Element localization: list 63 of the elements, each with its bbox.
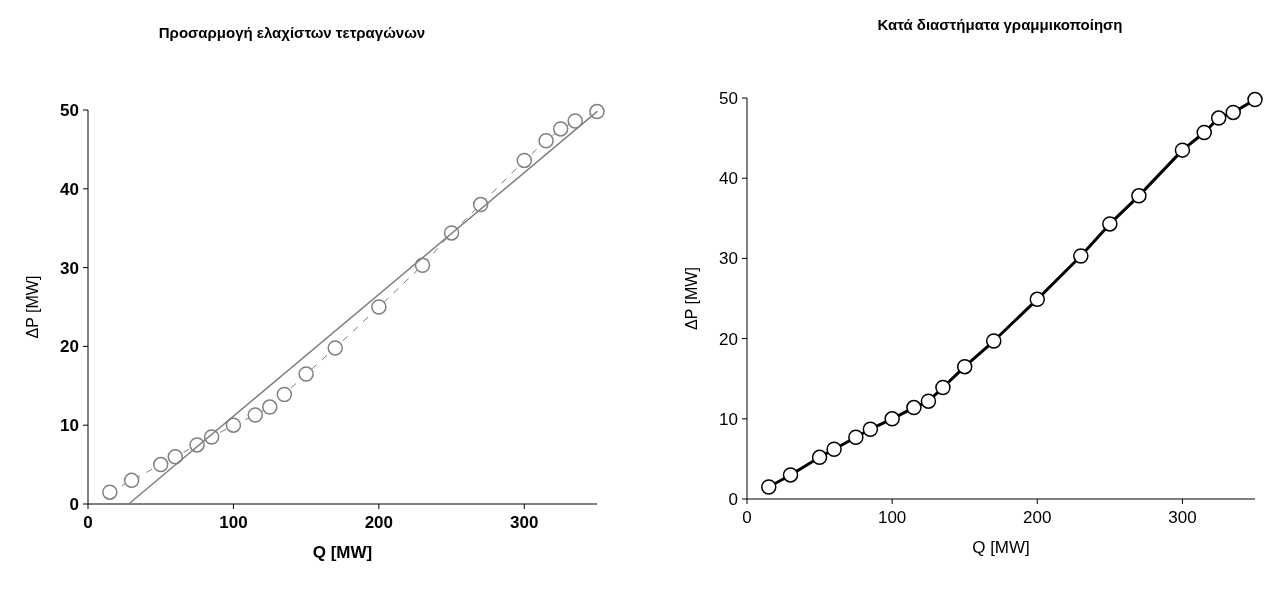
- x-tick-label: 200: [1023, 508, 1052, 527]
- point: [985, 333, 1002, 349]
- point: [761, 479, 777, 495]
- point: [538, 132, 554, 149]
- point: [1102, 216, 1118, 232]
- point: [1174, 142, 1191, 158]
- y-tick-label: 0: [728, 489, 738, 509]
- point: [1225, 104, 1241, 121]
- point: [956, 358, 973, 375]
- x-tick-label: 300: [510, 513, 539, 532]
- point: [298, 366, 314, 382]
- point: [826, 441, 842, 458]
- point: [123, 472, 140, 489]
- point: [552, 121, 569, 137]
- chart-title: Κατά διαστήματα γραμμικοποίηση: [877, 16, 1123, 33]
- point: [862, 421, 879, 437]
- point: [247, 407, 263, 423]
- y-tick-label: 20: [60, 337, 79, 357]
- x-axis-title: Q [MW]: [312, 543, 373, 562]
- point: [589, 103, 605, 120]
- point: [152, 456, 169, 473]
- point: [516, 152, 533, 169]
- chart-title: Προσαρμογή ελαχίστων τετραγώνων: [158, 24, 426, 41]
- point: [371, 299, 387, 315]
- point: [167, 448, 184, 465]
- point: [262, 399, 278, 415]
- point: [920, 393, 937, 409]
- y-tick-label: 10: [60, 416, 79, 436]
- x-tick-label: 100: [877, 508, 907, 527]
- point: [884, 411, 900, 427]
- point: [1210, 110, 1227, 126]
- point: [567, 113, 583, 129]
- point: [1029, 291, 1046, 308]
- x-tick-label: 200: [364, 513, 394, 532]
- point: [276, 386, 293, 403]
- point: [327, 340, 343, 356]
- x-tick-label: 300: [1168, 508, 1197, 527]
- point: [811, 449, 828, 466]
- point: [782, 467, 799, 483]
- x-tick-label: 100: [219, 513, 248, 532]
- y-axis-title: ΔP [MW]: [683, 267, 700, 330]
- y-tick-label: 40: [60, 179, 79, 199]
- x-axis-title: Q [MW]: [972, 538, 1030, 557]
- y-tick-label: 10: [719, 409, 738, 429]
- point: [102, 484, 118, 500]
- point: [1073, 248, 1089, 264]
- y-tick-label: 30: [60, 258, 79, 278]
- y-tick-label: 0: [69, 494, 79, 514]
- y-tick-label: 40: [719, 169, 738, 189]
- point: [225, 417, 242, 433]
- y-tick-label: 20: [719, 329, 738, 349]
- y-tick-label: 50: [60, 100, 79, 120]
- x-tick-label: 0: [742, 508, 752, 527]
- point: [935, 379, 951, 396]
- y-axis-title: ΔP [MW]: [24, 275, 41, 339]
- point: [1196, 124, 1212, 141]
- point: [848, 429, 864, 445]
- y-tick-label: 50: [719, 88, 738, 108]
- y-tick-label: 30: [719, 249, 738, 269]
- point: [1131, 188, 1147, 204]
- point: [906, 399, 922, 416]
- x-tick-label: 0: [83, 513, 93, 532]
- point: [1247, 91, 1263, 108]
